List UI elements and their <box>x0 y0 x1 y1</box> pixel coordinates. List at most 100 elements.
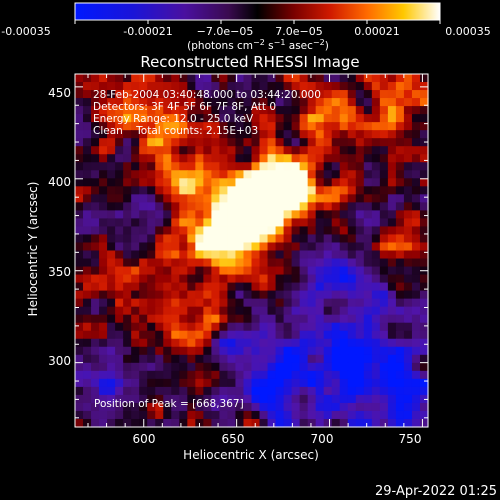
image-pixel <box>307 418 317 428</box>
image-pixel <box>355 410 365 420</box>
image-pixel <box>195 210 204 220</box>
image-pixel <box>147 106 156 115</box>
image-pixel <box>107 218 116 228</box>
image-pixel <box>307 386 317 396</box>
image-pixel <box>259 162 269 171</box>
image-pixel <box>75 210 84 220</box>
image-pixel <box>371 418 381 428</box>
image-pixel <box>235 146 245 155</box>
image-pixel <box>107 74 116 83</box>
image-pixel <box>163 226 172 236</box>
image-pixel <box>363 322 373 332</box>
image-pixel <box>355 378 365 388</box>
image-pixel <box>371 378 381 388</box>
image-pixel <box>315 346 325 356</box>
image-pixel <box>283 242 293 252</box>
image-pixel <box>211 346 221 356</box>
image-pixel <box>243 122 253 131</box>
image-pixel <box>155 354 164 364</box>
image-pixel <box>115 386 124 396</box>
image-pixel <box>107 378 116 388</box>
image-pixel <box>283 298 293 308</box>
image-pixel <box>355 330 365 340</box>
image-pixel <box>171 226 180 236</box>
image-pixel <box>331 186 341 195</box>
image-pixel <box>131 138 140 147</box>
image-pixel <box>411 266 421 276</box>
image-pixel <box>99 338 108 348</box>
image-pixel <box>403 338 413 348</box>
image-pixel <box>91 354 100 364</box>
image-pixel <box>291 418 301 428</box>
image-pixel <box>163 410 172 420</box>
image-pixel <box>147 202 156 211</box>
image-pixel <box>315 170 325 179</box>
image-pixel <box>267 394 277 404</box>
image-pixel <box>107 130 116 139</box>
image-pixel <box>163 346 172 356</box>
image-pixel <box>411 162 421 171</box>
image-pixel <box>75 178 84 187</box>
image-pixel <box>307 298 317 308</box>
image-pixel <box>267 122 277 131</box>
image-pixel <box>187 202 196 211</box>
image-pixel <box>243 418 253 428</box>
image-pixel <box>283 186 293 195</box>
image-pixel <box>355 250 365 260</box>
image-pixel <box>75 146 84 155</box>
image-pixel <box>203 218 212 228</box>
image-pixel <box>323 178 333 187</box>
image-pixel <box>187 218 196 228</box>
image-pixel <box>187 410 196 420</box>
image-pixel <box>387 170 397 179</box>
image-pixel <box>219 90 229 99</box>
image-pixel <box>171 290 180 300</box>
image-pixel <box>211 322 221 332</box>
image-pixel <box>179 202 188 211</box>
image-pixel <box>155 226 164 236</box>
image-pixel <box>99 410 108 420</box>
image-pixel <box>291 162 301 171</box>
image-pixel <box>131 122 140 131</box>
image-pixel <box>115 250 124 260</box>
image-pixel <box>91 314 100 324</box>
image-pixel <box>155 218 164 228</box>
image-pixel <box>139 114 148 123</box>
image-pixel <box>195 266 204 276</box>
image-pixel <box>83 138 92 147</box>
image-pixel <box>371 314 381 324</box>
image-pixel <box>235 394 245 404</box>
image-pixel <box>315 282 325 292</box>
image-pixel <box>291 282 301 292</box>
image-pixel <box>307 362 317 372</box>
image-pixel <box>83 338 92 348</box>
image-pixel <box>155 154 164 163</box>
image-pixel <box>235 362 245 372</box>
image-pixel <box>371 242 381 252</box>
image-pixel <box>331 194 341 203</box>
image-pixel <box>171 410 180 420</box>
image-pixel <box>91 186 100 195</box>
image-pixel <box>259 226 269 236</box>
image-pixel <box>315 322 325 332</box>
image-pixel <box>419 194 429 203</box>
image-pixel <box>267 130 277 139</box>
image-pixel <box>171 130 180 139</box>
image-pixel <box>283 346 293 356</box>
image-pixel <box>395 394 405 404</box>
image-pixel <box>235 322 245 332</box>
image-pixel <box>419 322 429 332</box>
image-pixel <box>275 210 285 220</box>
image-pixel <box>347 410 357 420</box>
image-pixel <box>171 106 180 115</box>
image-pixel <box>259 170 269 179</box>
image-pixel <box>371 218 381 228</box>
image-pixel <box>379 258 389 268</box>
image-pixel <box>275 290 285 300</box>
image-pixel <box>387 98 397 107</box>
image-pixel <box>171 330 180 340</box>
image-pixel <box>171 386 180 396</box>
image-pixel <box>363 178 373 187</box>
image-pixel <box>395 410 405 420</box>
image-pixel <box>219 210 229 220</box>
